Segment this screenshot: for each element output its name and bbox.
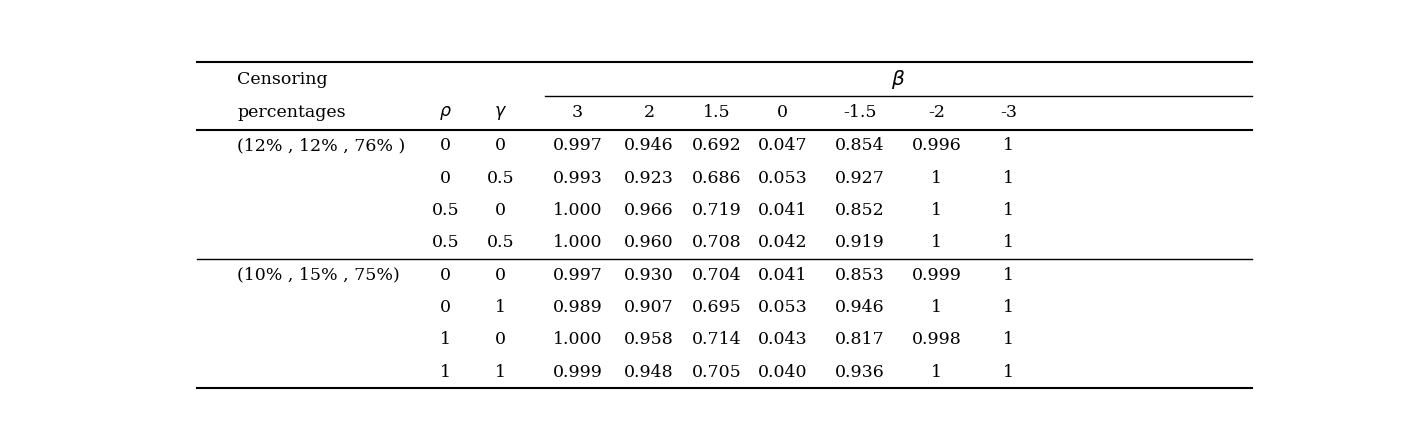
Text: 1: 1 [1004,331,1014,348]
Text: -2: -2 [927,104,944,121]
Text: 0: 0 [496,331,507,348]
Text: 0.719: 0.719 [692,202,742,219]
Text: 0.936: 0.936 [834,363,885,381]
Text: 0.993: 0.993 [552,170,602,187]
Text: -1.5: -1.5 [843,104,877,121]
Text: 0: 0 [777,104,789,121]
Text: percentages: percentages [238,104,346,121]
Text: 0.989: 0.989 [552,299,602,316]
Text: 0.854: 0.854 [835,137,885,154]
Text: 0.695: 0.695 [692,299,742,316]
Text: 0: 0 [440,137,452,154]
Text: 1: 1 [930,299,942,316]
Text: 0.041: 0.041 [758,267,807,284]
Text: 1: 1 [930,235,942,252]
Text: 1.5: 1.5 [704,104,731,121]
Text: $\rho$: $\rho$ [439,104,452,122]
Text: 0: 0 [440,299,452,316]
Text: 0.907: 0.907 [624,299,674,316]
Text: 0.5: 0.5 [487,170,514,187]
Text: 0.686: 0.686 [692,170,742,187]
Text: 1.000: 1.000 [552,202,602,219]
Text: $\gamma$: $\gamma$ [494,104,507,122]
Text: 1: 1 [496,299,507,316]
Text: 0.919: 0.919 [834,235,885,252]
Text: 0.966: 0.966 [624,202,674,219]
Text: 1: 1 [1004,363,1014,381]
Text: 1: 1 [1004,235,1014,252]
Text: 0.998: 0.998 [912,331,961,348]
Text: 1: 1 [1004,170,1014,187]
Text: 0.5: 0.5 [432,202,460,219]
Text: 0.704: 0.704 [692,267,742,284]
Text: 0.714: 0.714 [692,331,742,348]
Text: 0.040: 0.040 [758,363,807,381]
Text: 1.000: 1.000 [552,331,602,348]
Text: $\beta$: $\beta$ [891,67,905,91]
Text: 0.946: 0.946 [624,137,674,154]
Text: 1: 1 [440,331,452,348]
Text: 0.948: 0.948 [624,363,674,381]
Text: 0.053: 0.053 [758,299,807,316]
Text: 0.997: 0.997 [552,267,602,284]
Text: 1: 1 [930,170,942,187]
Text: 0.927: 0.927 [834,170,885,187]
Text: 0.999: 0.999 [912,267,961,284]
Text: 0.852: 0.852 [834,202,885,219]
Text: 0.996: 0.996 [912,137,961,154]
Text: 0: 0 [496,202,507,219]
Text: Censoring: Censoring [238,70,329,87]
Text: 1: 1 [496,363,507,381]
Text: 0: 0 [440,267,452,284]
Text: 0.958: 0.958 [624,331,674,348]
Text: 1: 1 [1004,137,1014,154]
Text: 0.047: 0.047 [758,137,807,154]
Text: 0.705: 0.705 [692,363,742,381]
Text: 0.946: 0.946 [835,299,885,316]
Text: 0.692: 0.692 [692,137,742,154]
Text: 3: 3 [572,104,583,121]
Text: 1.000: 1.000 [552,235,602,252]
Text: 0: 0 [496,267,507,284]
Text: 0: 0 [440,170,452,187]
Text: 1: 1 [930,363,942,381]
Text: 0.043: 0.043 [758,331,807,348]
Text: 0.5: 0.5 [487,235,514,252]
Text: 0.999: 0.999 [552,363,602,381]
Text: 0.817: 0.817 [835,331,885,348]
Text: 1: 1 [1004,267,1014,284]
Text: 1: 1 [440,363,452,381]
Text: 0.053: 0.053 [758,170,807,187]
Text: (12% , 12% , 76% ): (12% , 12% , 76% ) [238,137,405,154]
Text: 0.708: 0.708 [692,235,742,252]
Text: 2: 2 [643,104,654,121]
Text: 0.041: 0.041 [758,202,807,219]
Text: 1: 1 [1004,299,1014,316]
Text: 0.5: 0.5 [432,235,460,252]
Text: -3: -3 [1000,104,1017,121]
Text: 1: 1 [930,202,942,219]
Text: 0.853: 0.853 [834,267,885,284]
Text: 0: 0 [496,137,507,154]
Text: 1: 1 [1004,202,1014,219]
Text: (10% , 15% , 75%): (10% , 15% , 75%) [238,267,401,284]
Text: 0.997: 0.997 [552,137,602,154]
Text: 0.042: 0.042 [758,235,807,252]
Text: 0.930: 0.930 [624,267,674,284]
Text: 0.960: 0.960 [624,235,674,252]
Text: 0.923: 0.923 [624,170,674,187]
